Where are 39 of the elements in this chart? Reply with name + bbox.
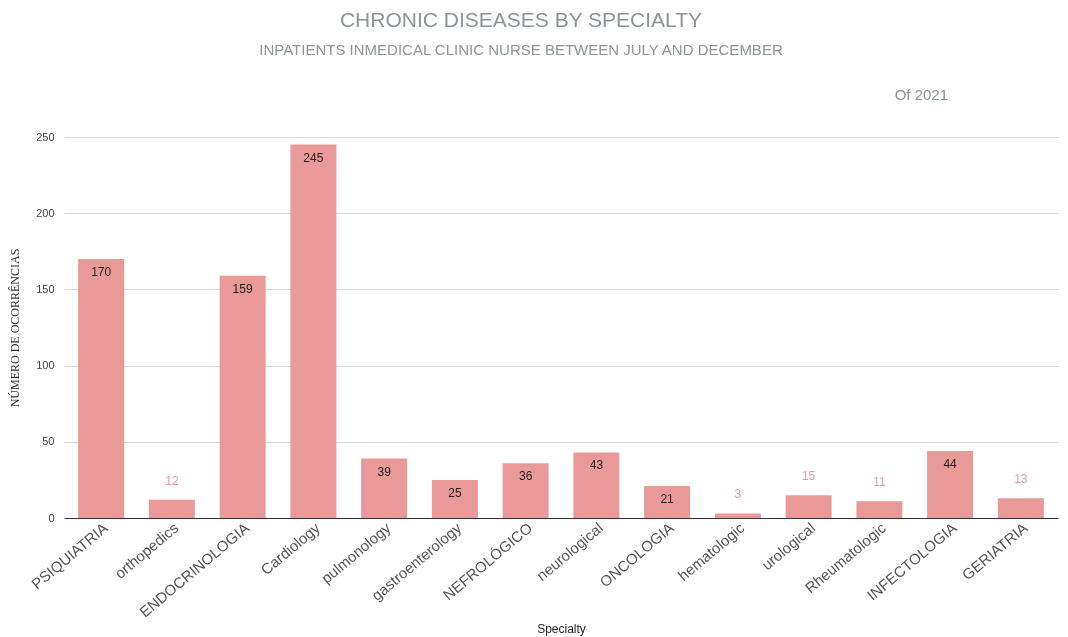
bar (361, 458, 408, 518)
y-tick-label: 150 (36, 282, 55, 295)
chart-title: CHRONIC DISEASES BY SPECIALTY (339, 8, 703, 31)
bar (997, 498, 1044, 518)
data-label: 12 (165, 473, 179, 488)
bar (714, 513, 761, 518)
data-label: 36 (518, 469, 533, 484)
data-label: 25 (448, 485, 462, 500)
bar (573, 452, 620, 518)
bar (148, 499, 195, 518)
text: Of 2021 (894, 86, 948, 103)
bar (785, 495, 832, 518)
data-label: 11 (873, 475, 886, 490)
bar (219, 275, 266, 518)
bar (431, 479, 478, 518)
bar (78, 258, 125, 518)
data-label: 43 (589, 458, 604, 473)
x-axis-title: Specialty (537, 622, 586, 637)
y-tick-label: 200 (36, 206, 55, 219)
bar (644, 486, 691, 518)
data-label: 3 (734, 487, 742, 502)
y-tick-label: 100 (36, 359, 55, 372)
y-tick-label: 50 (42, 435, 55, 448)
data-label: 245 (303, 150, 324, 165)
data-label: 39 (377, 464, 392, 479)
y-axis-title: NÚMERO DE OCORRÊNCIAS (8, 248, 23, 408)
data-label: 170 (91, 264, 112, 279)
data-label: 13 (1014, 472, 1028, 487)
chart-subtitle: INPATIENTS INMEDICAL CLINIC NURSE BETWEEN JULY AND DECEMBER (259, 41, 783, 58)
y-tick-label: 250 (36, 130, 55, 143)
bar (856, 501, 903, 518)
data-label: 15 (801, 469, 816, 484)
data-label: 159 (232, 281, 253, 296)
data-label: 44 (943, 456, 958, 471)
data-label: 21 (660, 492, 675, 506)
y-tick-label: 0 (48, 511, 55, 524)
bar (927, 450, 974, 518)
bar (502, 463, 549, 518)
bar (290, 144, 337, 518)
